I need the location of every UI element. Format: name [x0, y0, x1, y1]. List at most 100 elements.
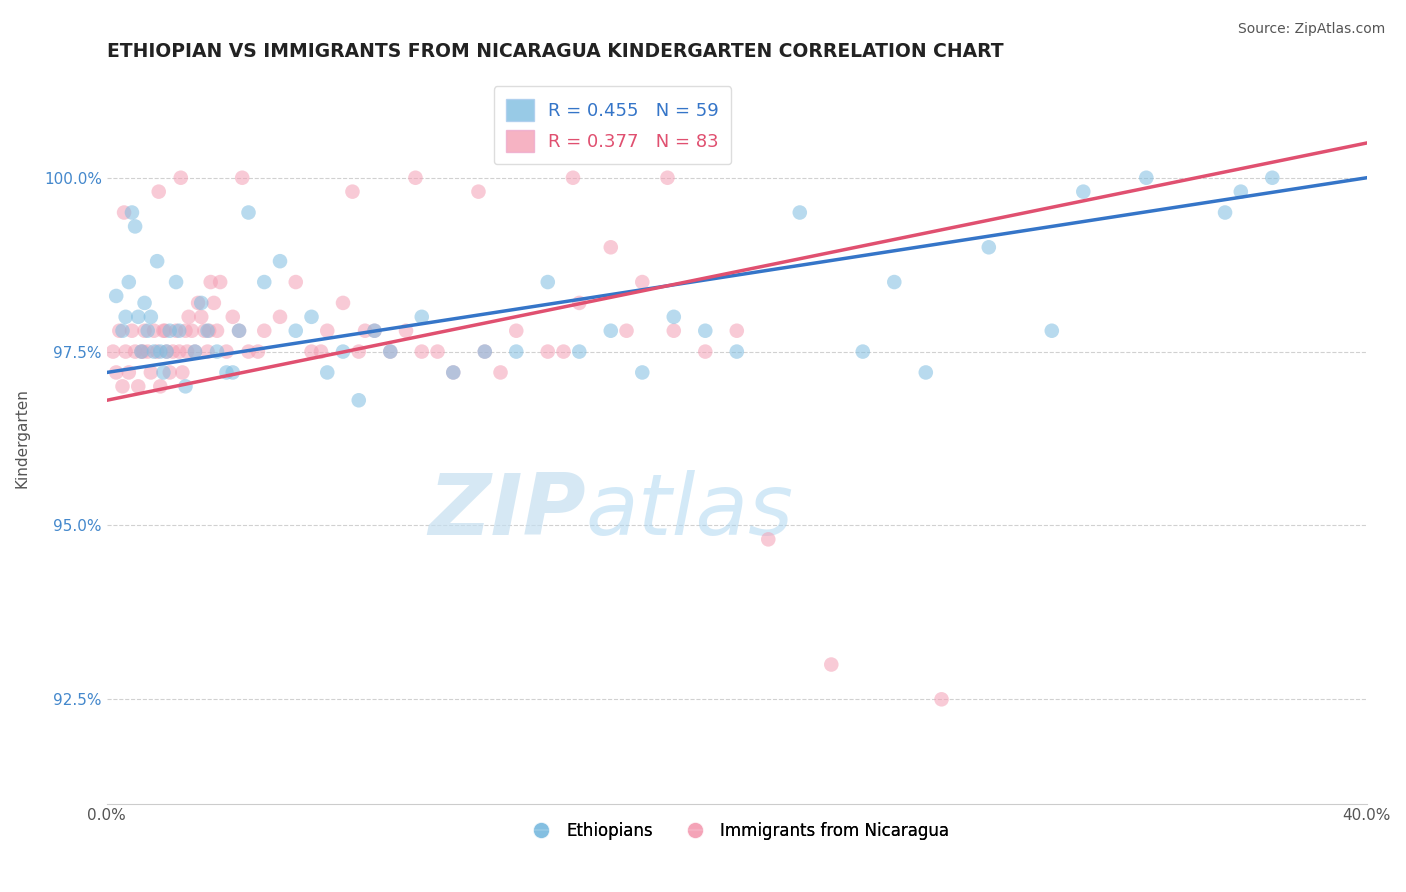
Point — [132, 344, 155, 359]
Point — [1261, 170, 1284, 185]
Point — [404, 170, 426, 185]
Point — [977, 240, 1000, 254]
Point — [190, 310, 212, 324]
Point — [380, 344, 402, 359]
Point — [316, 324, 339, 338]
Point — [136, 344, 159, 359]
Point — [124, 219, 146, 234]
Point — [1071, 185, 1094, 199]
Point — [756, 533, 779, 547]
Point — [215, 344, 238, 359]
Point — [146, 344, 169, 359]
Point — [127, 310, 149, 324]
Point — [187, 296, 209, 310]
Point — [301, 310, 323, 324]
Point — [537, 275, 560, 289]
Point — [105, 366, 128, 380]
Point — [143, 344, 166, 359]
Point — [139, 366, 162, 380]
Point — [180, 324, 202, 338]
Point — [193, 324, 215, 338]
Point — [631, 366, 654, 380]
Point — [354, 324, 377, 338]
Point — [114, 310, 136, 324]
Point — [269, 310, 291, 324]
Point — [127, 379, 149, 393]
Point — [631, 275, 654, 289]
Point — [301, 344, 323, 359]
Y-axis label: Kindergarten: Kindergarten — [15, 389, 30, 489]
Point — [441, 366, 464, 380]
Point — [474, 344, 496, 359]
Text: ZIP: ZIP — [427, 470, 585, 553]
Point — [215, 366, 238, 380]
Point — [489, 366, 512, 380]
Point — [505, 344, 527, 359]
Point — [167, 344, 190, 359]
Point — [167, 324, 190, 338]
Point — [269, 254, 291, 268]
Point — [177, 310, 200, 324]
Point — [309, 344, 332, 359]
Point — [124, 344, 146, 359]
Point — [152, 366, 174, 380]
Point — [395, 324, 418, 338]
Point — [118, 275, 141, 289]
Point — [537, 344, 560, 359]
Point — [616, 324, 638, 338]
Point — [165, 275, 187, 289]
Point — [426, 344, 449, 359]
Point — [190, 296, 212, 310]
Point — [121, 205, 143, 219]
Point — [114, 344, 136, 359]
Point — [134, 324, 156, 338]
Point — [197, 324, 219, 338]
Point — [202, 296, 225, 310]
Point — [162, 344, 184, 359]
Point — [143, 324, 166, 338]
Point — [198, 324, 221, 338]
Point — [441, 366, 464, 380]
Point — [159, 324, 181, 338]
Point — [1135, 170, 1157, 185]
Point — [238, 344, 260, 359]
Point — [342, 185, 364, 199]
Point — [662, 310, 685, 324]
Point — [228, 324, 250, 338]
Point — [568, 296, 591, 310]
Point — [914, 366, 936, 380]
Point — [505, 324, 527, 338]
Point — [155, 344, 177, 359]
Point — [253, 275, 276, 289]
Point — [363, 324, 385, 338]
Point — [474, 344, 496, 359]
Point — [253, 324, 276, 338]
Point — [159, 366, 181, 380]
Point — [725, 324, 748, 338]
Point — [136, 324, 159, 338]
Point — [134, 296, 156, 310]
Point — [139, 310, 162, 324]
Point — [184, 344, 207, 359]
Point — [209, 275, 232, 289]
Point — [789, 205, 811, 219]
Point — [165, 324, 187, 338]
Point — [316, 366, 339, 380]
Point — [883, 275, 905, 289]
Point — [1040, 324, 1063, 338]
Point — [131, 344, 153, 359]
Point — [380, 344, 402, 359]
Point — [105, 289, 128, 303]
Point — [246, 344, 269, 359]
Point — [200, 275, 222, 289]
Point — [820, 657, 842, 672]
Point — [363, 324, 385, 338]
Point — [176, 344, 198, 359]
Point — [599, 324, 621, 338]
Point — [174, 379, 197, 393]
Point — [238, 205, 260, 219]
Point — [695, 344, 717, 359]
Point — [101, 344, 124, 359]
Point — [1213, 205, 1236, 219]
Point — [467, 185, 489, 199]
